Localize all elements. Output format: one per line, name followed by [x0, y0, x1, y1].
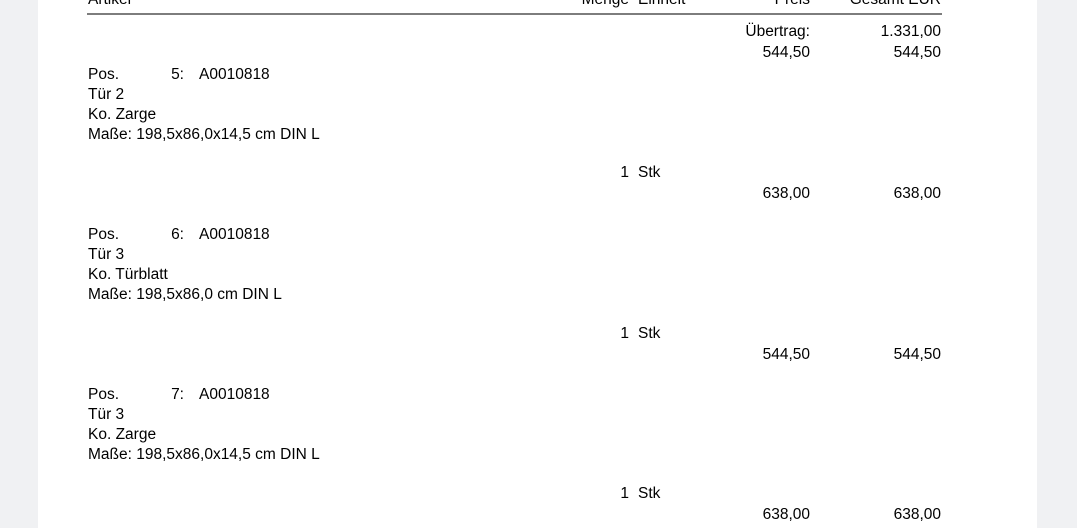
description-line: Tür 2	[88, 86, 125, 103]
pos-number: 6:	[171, 226, 184, 243]
quantity-value: 1	[620, 325, 629, 342]
unit-price: 544,50	[762, 346, 810, 363]
position-7-header: Pos. 7: A0010818	[38, 385, 1037, 405]
unit-price: 638,00	[762, 506, 810, 523]
table-header-row: Artikel Menge Einheit Preis Gesamt EUR	[38, 0, 1037, 10]
position-6-line: Maße: 198,5x86,0 cm DIN L	[38, 285, 1037, 305]
header-divider-line	[87, 13, 942, 15]
position-5-price-row: 638,00 638,00	[38, 184, 1037, 204]
carryover-second-total: 544,50	[893, 44, 941, 61]
position-7-price-row: 638,00 638,00	[38, 505, 1037, 525]
pos-number: 7:	[171, 386, 184, 403]
pos-label: Pos.	[88, 66, 120, 83]
carryover-row: Übertrag: 1.331,00	[38, 22, 1037, 42]
description-line: Ko. Türblatt	[88, 266, 168, 283]
description-line: Tür 3	[88, 246, 125, 263]
invoice-page: Artikel Menge Einheit Preis Gesamt EUR Ü…	[38, 0, 1037, 528]
position-7-line: Maße: 198,5x86,0x14,5 cm DIN L	[38, 445, 1037, 465]
article-code: A0010818	[199, 66, 270, 83]
position-5-header: Pos. 5: A0010818	[38, 65, 1037, 85]
unit-value: Stk	[638, 485, 661, 502]
column-header-einheit: Einheit	[638, 0, 685, 10]
article-code: A0010818	[199, 386, 270, 403]
position-5-line: Maße: 198,5x86,0x14,5 cm DIN L	[38, 125, 1037, 145]
description-line: Maße: 198,5x86,0x14,5 cm DIN L	[88, 446, 320, 463]
unit-value: Stk	[638, 164, 661, 181]
position-6-line: Tür 3	[38, 245, 1037, 265]
column-header-gesamt: Gesamt EUR	[811, 0, 941, 10]
column-header-artikel: Artikel	[88, 0, 131, 10]
carryover-label: Übertrag:	[745, 23, 810, 40]
line-total: 638,00	[893, 506, 941, 523]
description-line: Ko. Zarge	[88, 106, 157, 123]
description-line: Maße: 198,5x86,0x14,5 cm DIN L	[88, 126, 320, 143]
position-5-quantity-row: 1 Stk	[38, 163, 1037, 183]
carryover-total: 1.331,00	[880, 23, 941, 40]
description-line: Tür 3	[88, 406, 125, 423]
pos-label: Pos.	[88, 226, 120, 243]
description-line: Ko. Zarge	[88, 426, 157, 443]
column-header-preis: Preis	[680, 0, 810, 10]
line-total: 544,50	[893, 346, 941, 363]
quantity-value: 1	[620, 164, 629, 181]
position-7-line: Ko. Zarge	[38, 425, 1037, 445]
quantity-value: 1	[620, 485, 629, 502]
pos-number: 5:	[171, 66, 184, 83]
position-6-header: Pos. 6: A0010818	[38, 225, 1037, 245]
position-7-quantity-row: 1 Stk	[38, 484, 1037, 504]
column-header-menge: Menge	[559, 0, 629, 10]
unit-price: 638,00	[762, 185, 810, 202]
position-5-line: Ko. Zarge	[38, 105, 1037, 125]
line-total: 638,00	[893, 185, 941, 202]
unit-value: Stk	[638, 325, 661, 342]
article-code: A0010818	[199, 226, 270, 243]
description-line: Maße: 198,5x86,0 cm DIN L	[88, 286, 282, 303]
position-6-quantity-row: 1 Stk	[38, 324, 1037, 344]
position-6-price-row: 544,50 544,50	[38, 345, 1037, 365]
carryover-second-price: 544,50	[762, 44, 810, 61]
position-5-line: Tür 2	[38, 85, 1037, 105]
pos-label: Pos.	[88, 386, 120, 403]
carryover-second-row: 544,50 544,50	[38, 43, 1037, 63]
position-6-line: Ko. Türblatt	[38, 265, 1037, 285]
position-7-line: Tür 3	[38, 405, 1037, 425]
